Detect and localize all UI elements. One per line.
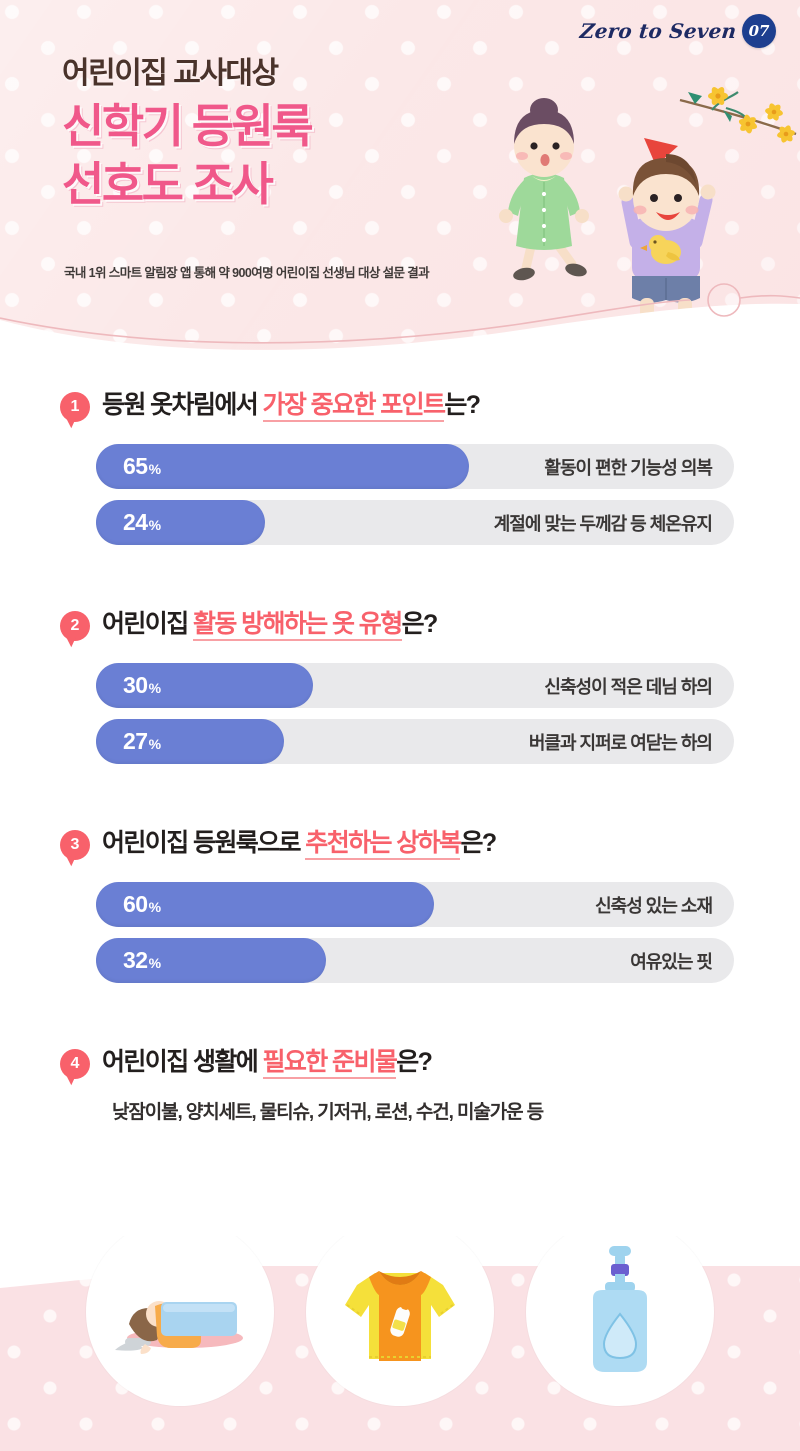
bar-row: 32% 여유있는 핏 bbox=[96, 938, 734, 983]
header-title-line2: 선호도 조사 bbox=[62, 157, 274, 210]
bar-label: 활동이 편한 기능성 의복 bbox=[544, 457, 713, 478]
question-block-2: 2 어린이집 활동 방해하는 옷 유형은? 30% 신축성이 적은 데님 하의 … bbox=[0, 607, 800, 764]
question-3-header: 3 어린이집 등원룩으로 추천하는 상하복은? bbox=[60, 826, 740, 860]
question-1-header: 1 등원 옷차림에서 가장 중요한 포인트는? bbox=[60, 388, 740, 422]
questions-container: 1 등원 옷차림에서 가장 중요한 포인트는? 65% 활동이 편한 기능성 의… bbox=[0, 370, 800, 1124]
question-4-suffix: 은? bbox=[396, 1048, 433, 1076]
bar-percent: 27% bbox=[123, 728, 161, 754]
question-4-answer: 낮잠이불, 양치세트, 물티슈, 기저귀, 로션, 수건, 미술가운 등 bbox=[112, 1102, 544, 1123]
lotion-pump-bottle-icon bbox=[593, 1246, 647, 1372]
logo-wordmark: Zero to Seven bbox=[578, 19, 738, 43]
header-title-block: 어린이집 교사대상 신학기 등원룩 선호도 조사 bbox=[62, 48, 314, 214]
question-block-3: 3 어린이집 등원룩으로 추천하는 상하복은? 60% 신축성 있는 소재 32… bbox=[0, 826, 800, 983]
bar-row: 24% 계절에 맞는 두께감 등 체온유지 bbox=[96, 500, 734, 545]
question-number-badge-4: 4 bbox=[60, 1049, 90, 1079]
bar-row: 30% 신축성이 적은 데님 하의 bbox=[96, 663, 734, 708]
question-number-badge-1: 1 bbox=[60, 392, 90, 422]
footer-section bbox=[0, 1236, 800, 1451]
question-1-highlight: 가장 중요한 포인트 bbox=[262, 391, 446, 422]
question-2-bars: 30% 신축성이 적은 데님 하의 27% 버클과 지퍼로 여닫는 하의 bbox=[60, 663, 740, 764]
header-wave-divider bbox=[0, 303, 800, 370]
header-section: Zero to Seven 07 어린이집 교사대상 신학기 등원룩 선호도 조… bbox=[0, 0, 800, 370]
question-2-header: 2 어린이집 활동 방해하는 옷 유형은? bbox=[60, 607, 740, 641]
bar-label: 계절에 맞는 두께감 등 체온유지 bbox=[493, 513, 713, 534]
question-number-badge-3: 3 bbox=[60, 830, 90, 860]
bar-label: 여유있는 핏 bbox=[630, 951, 713, 972]
bar-percent: 30% bbox=[123, 672, 161, 698]
question-2-text: 어린이집 활동 방해하는 옷 유형은? bbox=[102, 607, 439, 641]
question-3-prefix: 어린이집 등원룩으로 bbox=[102, 829, 306, 857]
question-block-4: 4 어린이집 생활에 필요한 준비물은? 낮잠이불, 양치세트, 물티슈, 기저… bbox=[0, 1045, 800, 1124]
bar-label: 신축성이 적은 데님 하의 bbox=[544, 676, 713, 697]
bar-row: 27% 버클과 지퍼로 여닫는 하의 bbox=[96, 719, 734, 764]
bar-fill: 60% bbox=[96, 882, 435, 927]
bar-percent: 32% bbox=[123, 947, 161, 973]
question-1-text: 등원 옷차림에서 가장 중요한 포인트는? bbox=[102, 388, 481, 422]
question-2-suffix: 은? bbox=[401, 610, 439, 638]
header-title-line1: 신학기 등원룩 bbox=[62, 100, 314, 152]
question-3-text: 어린이집 등원룩으로 추천하는 상하복은? bbox=[102, 826, 497, 860]
supply-circle-1 bbox=[86, 1236, 274, 1406]
art-smock-gown-icon bbox=[345, 1271, 455, 1361]
header-illustration bbox=[499, 87, 797, 348]
question-2-highlight: 활동 방해하는 옷 유형 bbox=[192, 610, 403, 641]
bar-row: 65% 활동이 편한 기능성 의복 bbox=[96, 444, 734, 489]
logo-badge-07: 07 bbox=[742, 14, 776, 48]
question-1-bars: 65% 활동이 편한 기능성 의복 24% 계절에 맞는 두께감 등 체온유지 bbox=[60, 444, 740, 545]
bar-fill: 30% bbox=[96, 663, 313, 708]
bar-fill: 65% bbox=[96, 444, 470, 489]
walking-girl-icon bbox=[499, 98, 589, 281]
question-4-text: 어린이집 생활에 필요한 준비물은? bbox=[102, 1045, 433, 1079]
header-title: 신학기 등원룩 선호도 조사 bbox=[62, 98, 314, 214]
supplies-icon-row bbox=[0, 1236, 800, 1418]
question-1-suffix: 는? bbox=[444, 391, 481, 419]
question-2-prefix: 어린이집 bbox=[102, 610, 193, 638]
question-3-highlight: 추천하는 상하복 bbox=[305, 829, 462, 860]
question-4-highlight: 필요한 준비물 bbox=[262, 1048, 398, 1079]
question-4-prefix: 어린이집 생활에 bbox=[102, 1048, 263, 1076]
question-number-badge-2: 2 bbox=[60, 611, 90, 641]
forsythia-branch-icon bbox=[679, 87, 797, 143]
question-4-header: 4 어린이집 생활에 필요한 준비물은? bbox=[60, 1045, 740, 1079]
bar-percent: 65% bbox=[123, 453, 161, 479]
question-1-prefix: 등원 옷차림에서 bbox=[102, 391, 263, 419]
bar-label: 신축성 있는 소재 bbox=[595, 895, 713, 916]
napping-child-blanket-icon bbox=[115, 1301, 243, 1354]
question-3-bars: 60% 신축성 있는 소재 32% 여유있는 핏 bbox=[60, 882, 740, 983]
bar-fill: 32% bbox=[96, 938, 326, 983]
bar-fill: 24% bbox=[96, 500, 266, 545]
bar-row: 60% 신축성 있는 소재 bbox=[96, 882, 734, 927]
supply-circle-2 bbox=[306, 1236, 494, 1406]
supply-circle-3 bbox=[526, 1236, 714, 1406]
header-subtitle: 국내 1위 스마트 알림장 앱 통해 약 900여명 어린이집 선생님 대상 설… bbox=[64, 266, 430, 280]
question-block-1: 1 등원 옷차림에서 가장 중요한 포인트는? 65% 활동이 편한 기능성 의… bbox=[0, 388, 800, 545]
bar-label: 버클과 지퍼로 여닫는 하의 bbox=[528, 732, 713, 753]
bar-percent: 24% bbox=[123, 509, 161, 535]
question-3-suffix: 은? bbox=[460, 829, 497, 857]
header-eyebrow: 어린이집 교사대상 bbox=[62, 57, 279, 90]
brand-logo: Zero to Seven 07 bbox=[578, 14, 776, 48]
bar-fill: 27% bbox=[96, 719, 285, 764]
cheering-boy-icon bbox=[618, 138, 716, 348]
bar-percent: 60% bbox=[123, 891, 161, 917]
